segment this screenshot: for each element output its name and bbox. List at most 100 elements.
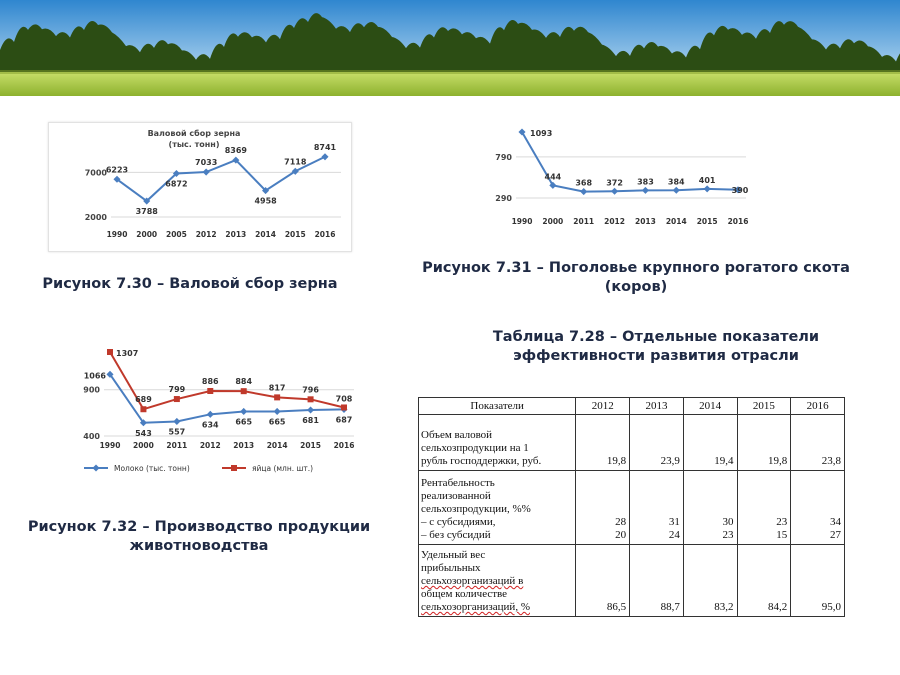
chart-title: Валовой сбор зерна	[148, 128, 241, 138]
x-tick-label: 2015	[697, 217, 718, 226]
x-tick-label: 2014	[267, 441, 288, 450]
indicator-label: Рентабельность реализованной сельхозпрод…	[417, 470, 577, 545]
data-label: 3788	[136, 207, 159, 216]
value-cell: 28 20	[575, 470, 631, 545]
y-tick-label: 790	[495, 153, 512, 162]
header-cell: Показатели	[417, 397, 577, 415]
data-label: 8369	[225, 146, 248, 155]
label-line: сельхозорганизаций в	[421, 575, 524, 587]
x-tick-label: 2000	[133, 441, 154, 450]
data-point	[703, 185, 711, 193]
legend-marker	[92, 464, 100, 472]
x-tick-label: 2015	[300, 441, 321, 450]
data-point	[518, 128, 526, 136]
x-tick-label: 2016	[728, 217, 749, 226]
table-row: Рентабельность реализованной сельхозпрод…	[417, 470, 845, 545]
data-point	[641, 186, 649, 194]
data-point	[206, 410, 214, 418]
label-line: прибыльных	[421, 562, 481, 574]
header-cell: 2012	[575, 397, 631, 415]
indicator-label: Удельный вес прибыльных сельхозорганизац…	[417, 544, 577, 617]
value-cell: 86,5	[575, 544, 631, 617]
data-point	[173, 417, 181, 425]
data-label: 689	[135, 395, 152, 404]
x-tick-label: 2013	[233, 441, 254, 450]
data-point	[106, 370, 114, 378]
chart-subtitle: (тыс. тонн)	[169, 140, 220, 149]
data-label: 634	[202, 420, 219, 429]
data-label: 372	[606, 178, 623, 187]
data-point	[140, 406, 147, 413]
data-point	[240, 388, 247, 395]
data-label: 817	[269, 383, 286, 392]
x-tick-label: 2005	[166, 230, 187, 239]
data-point	[207, 387, 214, 394]
caption-line: (коров)	[604, 279, 668, 295]
data-label: 7118	[284, 157, 307, 166]
value-cell: 19,8	[736, 414, 792, 471]
y-tick-label: 290	[495, 194, 512, 203]
table-row: Удельный вес прибыльных сельхозорганизац…	[417, 544, 845, 617]
data-label: 401	[699, 176, 716, 185]
x-tick-label: 2011	[573, 217, 594, 226]
x-tick-label: 2012	[196, 230, 217, 239]
x-tick-label: 1990	[100, 441, 121, 450]
x-tick-label: 2016	[334, 441, 355, 450]
table-header-row: Показатели 2012 2013 2014 2015 2016	[417, 397, 845, 415]
header-cell: 2015	[736, 397, 792, 415]
x-tick-label: 2014	[666, 217, 687, 226]
x-tick-label: 2011	[166, 441, 187, 450]
data-label: 390	[732, 186, 749, 195]
header-cell: 2013	[629, 397, 684, 415]
label-line: сельхозорганизаций, %	[421, 601, 530, 613]
label-line: сельхозпродукции, %%	[421, 503, 531, 515]
data-label: 6872	[165, 179, 187, 188]
x-tick-label: 2000	[136, 230, 157, 239]
label-line: Удельный вес	[421, 549, 486, 561]
label-line: – с субсидиями,	[421, 516, 496, 528]
data-label: 884	[235, 377, 252, 386]
table-caption-7-28: Таблица 7.28 – Отдельные показатели эффе…	[446, 328, 866, 366]
data-label: 4958	[254, 197, 277, 206]
indicators-table: Показатели 2012 2013 2014 2015 2016 Объе…	[417, 397, 845, 617]
data-label: 383	[637, 177, 654, 186]
data-point	[202, 168, 210, 176]
value-cell: 23,9	[629, 414, 684, 471]
data-label: 557	[169, 427, 186, 436]
x-tick-label: 2000	[542, 217, 563, 226]
label-line: Рентабельность	[421, 477, 495, 489]
caption-line: Рисунок 7.32 – Производство продукции	[27, 519, 371, 535]
value-cell: 88,7	[629, 544, 684, 617]
x-tick-label: 2012	[604, 217, 625, 226]
indicator-label: Объем валовой сельхозпродукции на 1 рубл…	[417, 414, 577, 471]
livestock-production-chart: 900 400 1990 2000 2011 2012 2013 2014 2015 2016 10…	[50, 340, 364, 480]
data-label: 665	[269, 417, 286, 426]
data-label: 8741	[314, 143, 337, 152]
data-point	[173, 396, 180, 403]
data-point	[273, 407, 281, 415]
data-label: 687	[336, 415, 353, 424]
legend-marker	[231, 465, 237, 471]
data-label: 444	[545, 172, 562, 181]
data-label: 1066	[84, 371, 107, 380]
label-line: рубль господдержки, руб.	[421, 455, 542, 467]
label-line: сельхозпродукции на 1	[421, 442, 529, 454]
label-line: реализованной	[421, 490, 491, 502]
value-cell: 30 23	[682, 470, 738, 545]
figure-caption-7-31: Рисунок 7.31 – Поголовье крупного рогато…	[380, 259, 892, 297]
x-tick-label: 2013	[635, 217, 656, 226]
x-tick-label: 2012	[200, 441, 221, 450]
x-tick-label: 2014	[255, 230, 276, 239]
data-label: 796	[302, 385, 319, 394]
data-point	[307, 406, 315, 414]
data-label: 7033	[195, 158, 217, 167]
caption-line: Рисунок 7.31 – Поголовье крупного рогато…	[422, 260, 850, 276]
series-line	[109, 351, 345, 411]
data-point	[734, 186, 742, 194]
value-cell: 95,0	[790, 544, 845, 617]
data-point	[232, 156, 240, 164]
series-line	[521, 131, 739, 193]
value-cell: 83,2	[682, 544, 738, 617]
x-tick-label: 2013	[225, 230, 246, 239]
value-cell: 31 24	[629, 470, 684, 545]
